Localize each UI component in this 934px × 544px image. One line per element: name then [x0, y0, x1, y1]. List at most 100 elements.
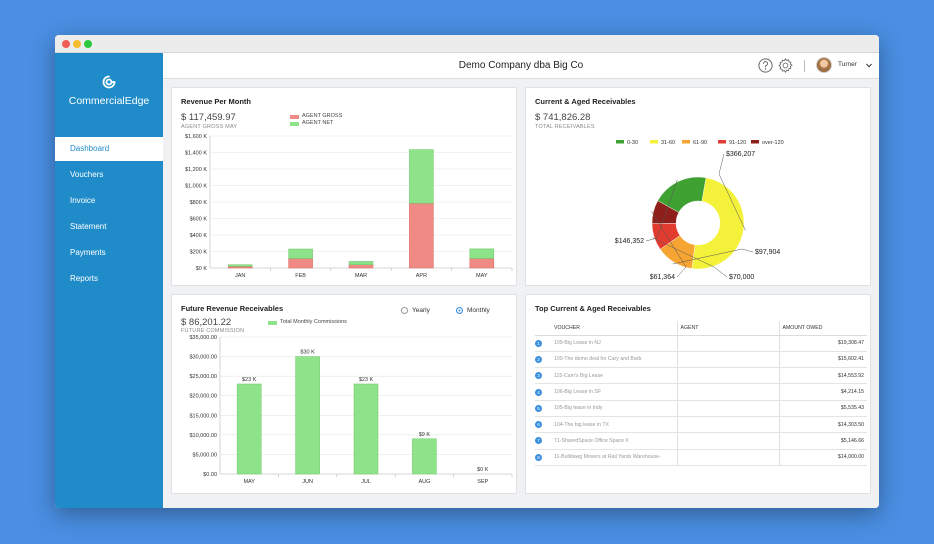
voucher-cell[interactable]: 106-Big Lease in SF — [551, 383, 677, 401]
legend-swatch-31-60 — [650, 140, 658, 144]
table-row[interactable]: 5 105-Big lease in Indy $5,535.43 — [535, 400, 867, 417]
agent-cell — [676, 367, 780, 385]
y-tick-label: $0.00 — [203, 472, 217, 478]
bar-aug — [412, 438, 437, 475]
row-number-cell: 8 — [535, 449, 551, 466]
slice-label-over-120: $61,364 — [650, 274, 675, 281]
row-number-badge: 2 — [535, 355, 542, 363]
sidebar-item-vouchers[interactable]: Vouchers — [70, 170, 104, 179]
bar-agent-gross-feb — [288, 258, 313, 269]
agent-column-header: AGENT — [676, 321, 780, 336]
legend-item-0-30: 0-30 — [627, 140, 638, 146]
x-tick-label: MAY — [243, 479, 255, 485]
y-tick-label: $5,000.00 — [193, 452, 217, 458]
bar-data-label: $23 K — [242, 377, 257, 383]
amount-owed-cell: $14,303.50 — [779, 416, 867, 434]
row-number-cell: 5 — [535, 400, 551, 417]
yearly-radio[interactable] — [401, 307, 408, 314]
table-row[interactable]: 2 100-The demo deal for Cary and Barb $15,… — [535, 351, 867, 369]
y-tick-label: $1,200 K — [185, 167, 207, 173]
sidebar-item-statement[interactable]: Statement — [70, 222, 107, 231]
sidebar-item-reports[interactable]: Reports — [70, 274, 99, 283]
row-number-cell: 6 — [535, 416, 551, 434]
sidebar-item-payments[interactable]: Payments — [70, 248, 106, 257]
dashboard-content: Revenue Per Month $ 117,459.97 AGENT GRO… — [163, 80, 879, 508]
yearly-radio-label[interactable]: Yearly — [412, 307, 430, 314]
help-icon[interactable] — [758, 58, 773, 73]
agent-cell — [676, 383, 780, 401]
maximize-window-button[interactable] — [84, 40, 92, 48]
receivables-table: VOUCHER AGENT AMOUNT OWED 1 109-Big Lease… — [535, 321, 867, 466]
total-receivables-label: TOTAL RECEIVABLES — [535, 124, 595, 130]
y-tick-label: $30,000.00 — [189, 355, 217, 361]
header-separator — [804, 60, 805, 72]
donut-slice-0-30 — [657, 176, 707, 213]
table-row[interactable]: 8 11-Bulldawg Movers at Rail Yards Wareho… — [535, 449, 867, 466]
index-column-header — [535, 321, 551, 336]
row-number-badge: 3 — [535, 372, 542, 380]
top-receivables-card: Top Current & Aged Receivables VOUCHER A… — [525, 294, 871, 494]
card-title: Revenue Per Month — [181, 97, 252, 106]
legend-item-61-90: 61-90 — [693, 140, 707, 146]
avatar[interactable] — [816, 57, 832, 73]
monthly-radio-label[interactable]: Monthly — [467, 307, 490, 314]
table-row[interactable]: 1 109-Big Lease in NJ $19,308.47 — [535, 335, 867, 352]
legend-swatch-0-30 — [616, 140, 624, 144]
slice-label-leader — [672, 248, 754, 265]
voucher-cell[interactable]: 105-Big lease in Indy — [551, 400, 677, 417]
agent-cell — [676, 432, 780, 450]
row-number-badge: 8 — [535, 453, 542, 461]
sidebar-item-dashboard[interactable]: Dashboard — [55, 137, 163, 161]
agent-cell — [676, 351, 780, 369]
table-row[interactable]: 7 71-SharedSpace Office Space II $5,146.66 — [535, 432, 867, 450]
company-name: Demo Company dba Big Co — [458, 60, 584, 71]
row-number-cell: 7 — [535, 432, 551, 450]
amount-owed-cell: $15,602.41 — [779, 351, 867, 369]
chevron-down-icon[interactable] — [866, 63, 872, 68]
row-number-badge: 1 — [535, 339, 542, 347]
monthly-radio[interactable] — [456, 307, 463, 314]
amount-owed-column-header: AMOUNT OWED — [779, 321, 867, 336]
bar-agent-net-may — [469, 248, 495, 259]
window-titlebar — [55, 35, 879, 53]
logo-text: CommercialEdge — [68, 95, 150, 107]
current-aged-receivables-card: Current & Aged Receivables $ 741,826.28 … — [525, 87, 871, 286]
voucher-cell[interactable]: 115-Cam's Big Lease — [551, 367, 677, 385]
sidebar: CommercialEdge Dashboard Vouchers Invoice S… — [55, 53, 163, 508]
x-tick-label: JAN — [235, 273, 245, 279]
user-name[interactable]: Turner — [838, 61, 857, 68]
legend-gross: AGENT GROSS — [302, 113, 343, 119]
y-tick-label: $35,000.00 — [189, 335, 217, 341]
future-revenue-bar-chart: $0.00 $5,000.00 $10,000.00 $15,000.00 $20,00… — [189, 335, 513, 485]
receivables-donut-chart: 0-30 31-60 61-90 91-120 over-120 $366,207 $97,… — [615, 140, 784, 281]
slice-label-0-30: $146,352 — [615, 238, 644, 245]
x-tick-label: MAR — [355, 273, 367, 279]
agent-gross-label: AGENT GROSS MAY — [181, 124, 238, 130]
voucher-cell[interactable]: 109-Big Lease in NJ — [551, 335, 677, 352]
table-row[interactable]: 6 104-The big lease in TX $14,303.50 — [535, 416, 867, 434]
bar-data-label: $23 K — [359, 377, 374, 383]
agent-cell — [676, 400, 780, 417]
legend-swatch-61-90 — [682, 140, 690, 144]
voucher-cell[interactable]: 11-Bulldawg Movers at Rail Yards Warehou… — [551, 449, 677, 466]
bar-jul — [353, 383, 379, 475]
voucher-column-header: VOUCHER — [551, 321, 677, 336]
table-row[interactable]: 3 115-Cam's Big Lease $14,553.92 — [535, 367, 867, 385]
minimize-window-button[interactable] — [73, 40, 81, 48]
row-number-cell: 3 — [535, 367, 551, 385]
bar-agent-net-mar — [348, 261, 374, 265]
voucher-cell[interactable]: 71-SharedSpace Office Space II — [551, 432, 677, 450]
amount-owed-cell: $14,553.92 — [779, 367, 867, 385]
bar-agent-gross-mar — [348, 264, 374, 269]
sidebar-item-invoice[interactable]: Invoice — [70, 196, 96, 205]
voucher-cell[interactable]: 100-The demo deal for Cary and Barb — [551, 351, 677, 369]
amount-owed-cell: $19,308.47 — [779, 335, 867, 352]
legend-swatch-gross — [290, 115, 299, 119]
legend-item-over-120: over-120 — [762, 140, 784, 146]
voucher-cell[interactable]: 104-The big lease in TX — [551, 416, 677, 434]
table-row[interactable]: 4 106-Big Lease in SF $4,214.15 — [535, 383, 867, 401]
slice-label-61-90: $97,904 — [755, 249, 780, 256]
gear-icon[interactable] — [777, 57, 794, 74]
revenue-bar-chart: $0 K $200 K $400 K $600 K $800 K $1,000 K $1,2… — [185, 134, 513, 279]
close-window-button[interactable] — [62, 40, 70, 48]
